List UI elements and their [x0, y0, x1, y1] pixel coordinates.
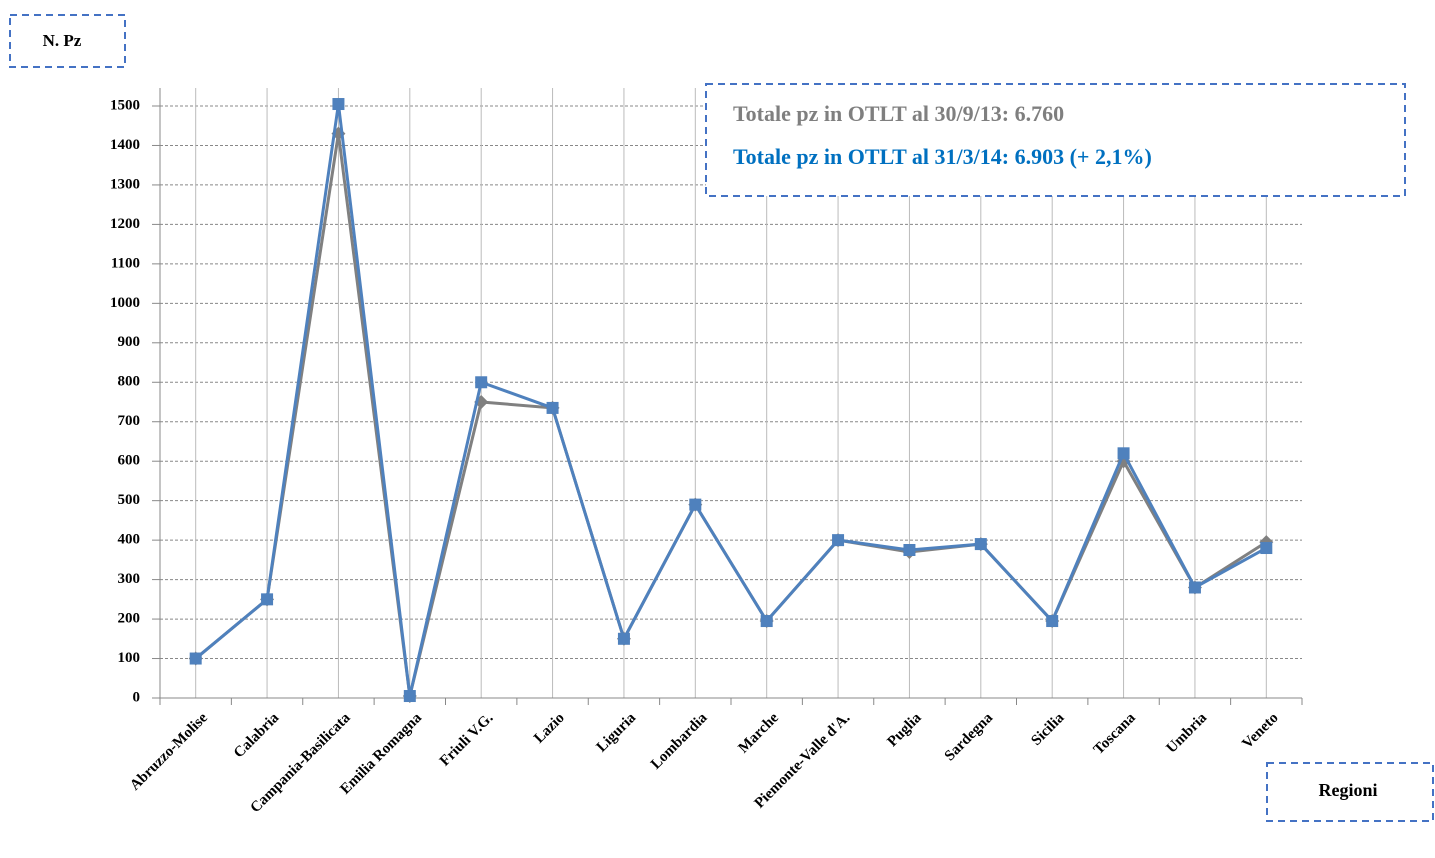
x-tick-label: Marche: [735, 710, 782, 757]
marker: [832, 534, 845, 547]
x-tick-label: Veneto: [1239, 710, 1281, 752]
marker: [189, 652, 202, 665]
plot-area: 0 100 200 300 400 500 600 700 800 900 1000 1100 1200…: [110, 88, 1303, 816]
y-tick-label: 1300: [110, 176, 140, 192]
marker: [617, 632, 630, 645]
y-tick-label: 700: [118, 413, 141, 429]
x-tick-label: Puglia: [885, 710, 926, 751]
marker: [1260, 542, 1273, 555]
marker: [475, 376, 488, 389]
y-axis-label: N. Pz: [43, 31, 82, 50]
marker: [760, 615, 773, 628]
marker: [261, 593, 274, 606]
y-tick-label: 1100: [111, 255, 140, 271]
y-tick-label: 0: [133, 689, 141, 705]
x-tick-label: Calabria: [231, 710, 283, 762]
marker: [332, 98, 345, 111]
y-tick-label: 100: [118, 650, 141, 666]
annotation: Totale pz in OTLT al 30/9/13: 6.760: [733, 101, 1064, 126]
x-tick-label: Sicilia: [1028, 710, 1067, 749]
x-tick-label: Lombardia: [648, 710, 711, 773]
marker: [903, 544, 916, 556]
y-tick-label: 200: [118, 611, 141, 627]
y-tick-label: 400: [118, 532, 141, 548]
marker: [1188, 581, 1201, 594]
annotation-box: [705, 83, 1406, 197]
x-tick-label: Umbria: [1164, 710, 1211, 757]
marker: [1046, 615, 1059, 628]
marker: [689, 498, 702, 511]
y-tick-label: 900: [118, 334, 141, 350]
y-tick-label: 300: [118, 571, 141, 587]
x-axis-label: Regioni: [1318, 780, 1377, 800]
marker: [974, 538, 987, 551]
marker: [1117, 447, 1130, 460]
y-tick-label: 800: [118, 374, 141, 390]
y-tick-label: 500: [118, 492, 141, 508]
marker: [403, 690, 416, 703]
series-line: [194, 103, 1268, 697]
marker: [546, 401, 559, 414]
y-tick-label: 1400: [110, 137, 140, 153]
x-tick-label: Abruzzo-Molise: [127, 710, 211, 794]
x-tick-label: Lazio: [531, 710, 568, 747]
y-tick-label: 600: [118, 453, 141, 469]
x-tick-label: Friuli V.G.: [437, 710, 497, 770]
y-tick-label: 1200: [110, 216, 140, 232]
x-label-box: [1266, 762, 1434, 822]
x-tick-label: Sardegna: [942, 710, 997, 765]
y-tick-label: 1500: [110, 97, 140, 113]
y-tick-label: 1000: [110, 295, 140, 311]
x-tick-label: Toscana: [1091, 710, 1139, 758]
y-label-box: [9, 14, 126, 68]
series-line: [194, 133, 1268, 697]
annotation: Totale pz in OTLT al 31/3/14: 6.903 (+ 2…: [733, 144, 1152, 169]
x-tick-label: Liguria: [594, 710, 640, 756]
